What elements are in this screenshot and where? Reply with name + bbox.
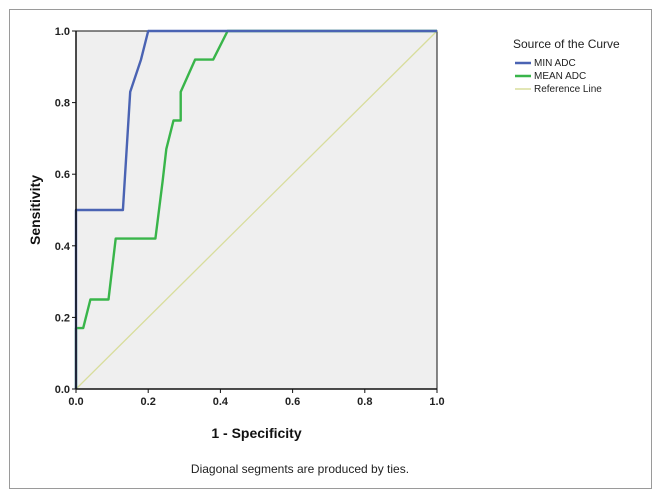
legend-label-mean-adc: MEAN ADC <box>534 71 586 82</box>
footnote: Diagonal segments are produced by ties. <box>191 462 409 476</box>
series-line-reference-line <box>75 30 438 390</box>
y-tick-label: 0.6 <box>55 169 70 181</box>
legend-title: Source of the Curve <box>513 37 620 51</box>
plot-area-group <box>74 29 438 390</box>
y-tick-label: 0.4 <box>55 241 71 253</box>
x-tick-label: 1.0 <box>429 396 444 408</box>
y-tick-label: 1.0 <box>55 26 70 38</box>
legend-label-reference-line: Reference Line <box>534 84 602 95</box>
series-line-mean-adc <box>74 29 437 389</box>
x-axis-title: 1 - Specificity <box>211 425 301 441</box>
y-axis-title: Sensitivity <box>27 175 43 245</box>
x-tick-label: 0.4 <box>213 396 229 408</box>
y-tick-label: 0.8 <box>55 98 70 110</box>
axes-group: 0.0 0.2 0.4 0.6 0.8 1.0 0.0 0.2 0.4 0.6 0.8 1.0 <box>55 26 445 408</box>
y-tick-label: 0.0 <box>55 384 70 396</box>
legend-label-min-adc: MIN ADC <box>534 58 576 69</box>
legend: Source of the Curve MIN ADC MEAN ADC Refere… <box>513 37 620 95</box>
x-tick-label: 0.0 <box>68 396 83 408</box>
y-tick-label: 0.2 <box>55 312 70 324</box>
x-tick-label: 0.6 <box>285 396 300 408</box>
x-tick-label: 0.2 <box>141 396 156 408</box>
x-tick-label: 0.8 <box>357 396 372 408</box>
